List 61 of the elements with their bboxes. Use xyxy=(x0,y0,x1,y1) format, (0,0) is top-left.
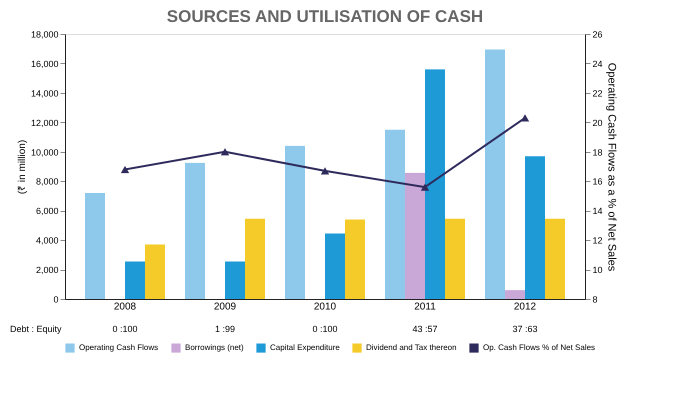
legend-label: Op. Cash Flows % of Net Sales xyxy=(483,343,596,352)
bar xyxy=(285,146,305,299)
text: Debt : Equity xyxy=(10,324,62,334)
bar xyxy=(325,233,345,299)
legend-label: Dividend and Tax thereon xyxy=(366,343,457,352)
y2-tick-label: 16 xyxy=(592,176,603,187)
point xyxy=(420,183,430,191)
point xyxy=(120,166,130,174)
point xyxy=(520,114,530,122)
bar xyxy=(525,156,545,299)
y2-tick-label: 24 xyxy=(592,58,603,69)
y-tick-label: 2,000 xyxy=(36,265,58,276)
y2-tick-label: 26 xyxy=(592,30,603,40)
bar xyxy=(85,193,105,299)
bar xyxy=(405,172,425,299)
legend-label: Capital Expenditure xyxy=(270,343,340,352)
bar xyxy=(485,49,505,299)
y2-tick-label: 10 xyxy=(592,265,603,276)
bar xyxy=(425,69,445,299)
bar xyxy=(385,130,405,299)
x-tick-label: 2010 xyxy=(314,302,337,312)
bar xyxy=(145,244,165,299)
bar xyxy=(505,290,525,299)
y-tick-label: 16,000 xyxy=(30,58,58,69)
x-tick-label: 2012 xyxy=(514,302,537,312)
bar xyxy=(125,261,145,299)
legend-label: Borrowings (net) xyxy=(185,343,244,352)
y-tick-label: 6,000 xyxy=(36,206,58,216)
point xyxy=(320,167,330,175)
bar xyxy=(345,220,365,299)
x-tick-label: 2008 xyxy=(114,302,137,312)
y2-axis-title: Operating Cash Flows as a % of Net Sales xyxy=(606,62,618,272)
text: 37 :63 xyxy=(512,324,538,334)
chart-title: SOURCES AND UTILISATION OF CASH xyxy=(166,7,484,26)
bar xyxy=(225,261,245,299)
text: 1 :99 xyxy=(214,324,236,334)
text: 0 :100 xyxy=(112,324,138,334)
y2-tick-label: 12 xyxy=(592,236,603,246)
y2-tick-label: 8 xyxy=(592,294,598,304)
x-tick-label: 2011 xyxy=(414,302,436,312)
point xyxy=(220,148,230,156)
bar xyxy=(545,218,565,299)
y-tick-label: 14,000 xyxy=(30,88,58,98)
y2-tick-label: 20 xyxy=(592,118,603,128)
y-axis-title: (₹ in million) xyxy=(16,140,28,194)
bar xyxy=(445,218,465,299)
text: 0 :100 xyxy=(312,324,338,334)
y2-tick-label: 22 xyxy=(592,88,603,98)
y-tick-label: 4,000 xyxy=(36,236,58,246)
bar xyxy=(245,218,265,299)
text: 43 :57 xyxy=(412,324,438,334)
y2-tick-label: 14 xyxy=(592,206,603,216)
y-tick-label: 12,000 xyxy=(30,118,58,128)
x-tick-label: 2009 xyxy=(214,302,237,312)
y-tick-label: 10,000 xyxy=(30,147,58,158)
legend-label: Operating Cash Flows xyxy=(79,343,158,352)
y2-tick-label: 18 xyxy=(592,147,603,158)
y-tick-label: 18,000 xyxy=(30,30,58,40)
y-tick-label: 8,000 xyxy=(36,176,58,187)
y-tick-label: 0 xyxy=(53,294,58,304)
bar xyxy=(185,162,205,299)
